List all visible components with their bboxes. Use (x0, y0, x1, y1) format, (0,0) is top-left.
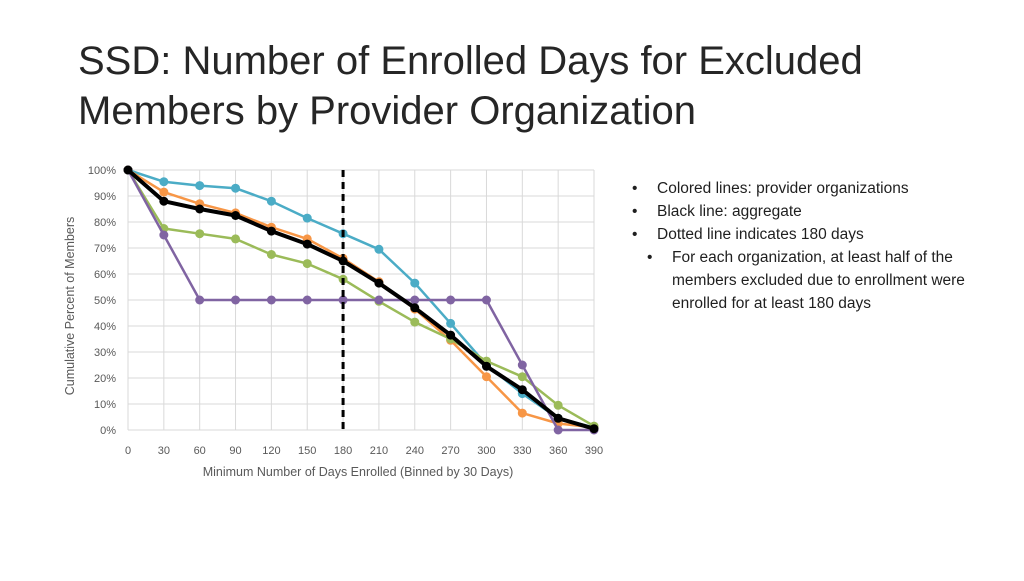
series-point (159, 177, 169, 187)
aggregate-point (159, 196, 169, 206)
x-axis-label: Minimum Number of Days Enrolled (Binned … (203, 465, 514, 479)
x-tick-label: 0 (125, 445, 131, 457)
x-tick-label: 360 (549, 445, 567, 457)
y-tick-label: 90% (94, 191, 116, 203)
series-point (195, 229, 205, 239)
series-point (374, 244, 384, 254)
series-point (195, 295, 205, 305)
aggregate-point (446, 330, 456, 340)
series-point (231, 183, 241, 193)
x-tick-label: 180 (334, 445, 352, 457)
aggregate-point (553, 413, 563, 423)
bullet-list: Colored lines: provider organizations Bl… (632, 177, 1002, 246)
y-tick-label: 30% (94, 347, 116, 359)
sub-bullet-list: For each organization, at least half of … (632, 246, 1002, 315)
series-point (338, 295, 348, 305)
x-tick-label: 150 (298, 445, 316, 457)
aggregate-point (195, 204, 205, 214)
series-point (302, 295, 312, 305)
bullet-item: Black line: aggregate (632, 200, 1002, 223)
aggregate-point (517, 385, 527, 395)
series-point (517, 360, 527, 370)
series-point (410, 278, 420, 288)
series-point (266, 295, 276, 305)
aggregate-point (481, 361, 491, 371)
y-tick-label: 10% (94, 399, 116, 411)
sub-bullet-item: For each organization, at least half of … (647, 246, 1002, 315)
y-tick-label: 0% (100, 425, 116, 437)
series-point (553, 425, 563, 435)
slide-title-line-1: SSD: Number of Enrolled Days for Exclude… (78, 39, 863, 83)
x-tick-label: 30 (158, 445, 170, 457)
series-line (126, 169, 594, 432)
y-tick-label: 100% (88, 165, 116, 177)
series-point (410, 317, 420, 327)
aggregate-point (374, 278, 384, 288)
series-point (302, 213, 312, 223)
x-tick-label: 120 (262, 445, 280, 457)
series-point (481, 295, 491, 305)
series-point (446, 318, 456, 328)
x-tick-label: 270 (441, 445, 459, 457)
y-axis-label: Cumulative Percent of Members (63, 217, 77, 396)
series-line (126, 169, 595, 428)
series-point (159, 230, 169, 240)
series-point (517, 372, 527, 382)
y-tick-label: 70% (94, 243, 116, 255)
y-tick-label: 40% (94, 321, 116, 333)
slide-title: SSD: Number of Enrolled Days for Exclude… (78, 36, 978, 136)
series-point (266, 196, 276, 206)
series-point (159, 187, 169, 197)
aggregate-point (589, 424, 599, 434)
series-point (481, 372, 491, 382)
series-point (231, 295, 241, 305)
series-point (266, 250, 276, 259)
x-tick-label: 240 (406, 445, 424, 457)
slide-title-line-2: Members by Provider Organization (78, 89, 697, 133)
y-tick-label: 20% (94, 373, 116, 385)
x-tick-label: 390 (585, 445, 603, 457)
x-tick-label: 90 (229, 445, 241, 457)
bullet-item: Dotted line indicates 180 days (632, 223, 1002, 246)
x-tick-label: 210 (370, 445, 388, 457)
y-tick-label: 80% (94, 217, 116, 229)
series-point (446, 295, 456, 305)
aggregate-line (126, 168, 595, 431)
series-point (553, 400, 563, 410)
notes-panel: Colored lines: provider organizations Bl… (632, 177, 1002, 315)
series-point (302, 259, 312, 269)
series-point (517, 408, 527, 418)
x-tick-label: 300 (477, 445, 495, 457)
aggregate-point (123, 165, 133, 175)
aggregate-point (266, 226, 276, 236)
x-tick-label: 330 (513, 445, 531, 457)
series-point (374, 295, 384, 305)
aggregate-point (302, 239, 312, 249)
series-point (195, 181, 205, 191)
series-point (410, 295, 420, 305)
x-tick-label: 60 (194, 445, 206, 457)
y-tick-label: 50% (94, 295, 116, 307)
aggregate-point (410, 303, 420, 313)
aggregate-point (231, 211, 241, 220)
bullet-item: Colored lines: provider organizations (632, 177, 1002, 200)
y-tick-label: 60% (94, 269, 116, 281)
series-line (127, 168, 595, 429)
series-point (231, 234, 241, 244)
